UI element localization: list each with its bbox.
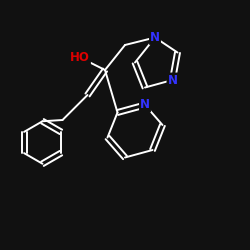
- Text: N: N: [168, 74, 177, 86]
- Text: N: N: [140, 98, 150, 112]
- Text: N: N: [150, 31, 160, 44]
- Text: HO: HO: [70, 51, 90, 64]
